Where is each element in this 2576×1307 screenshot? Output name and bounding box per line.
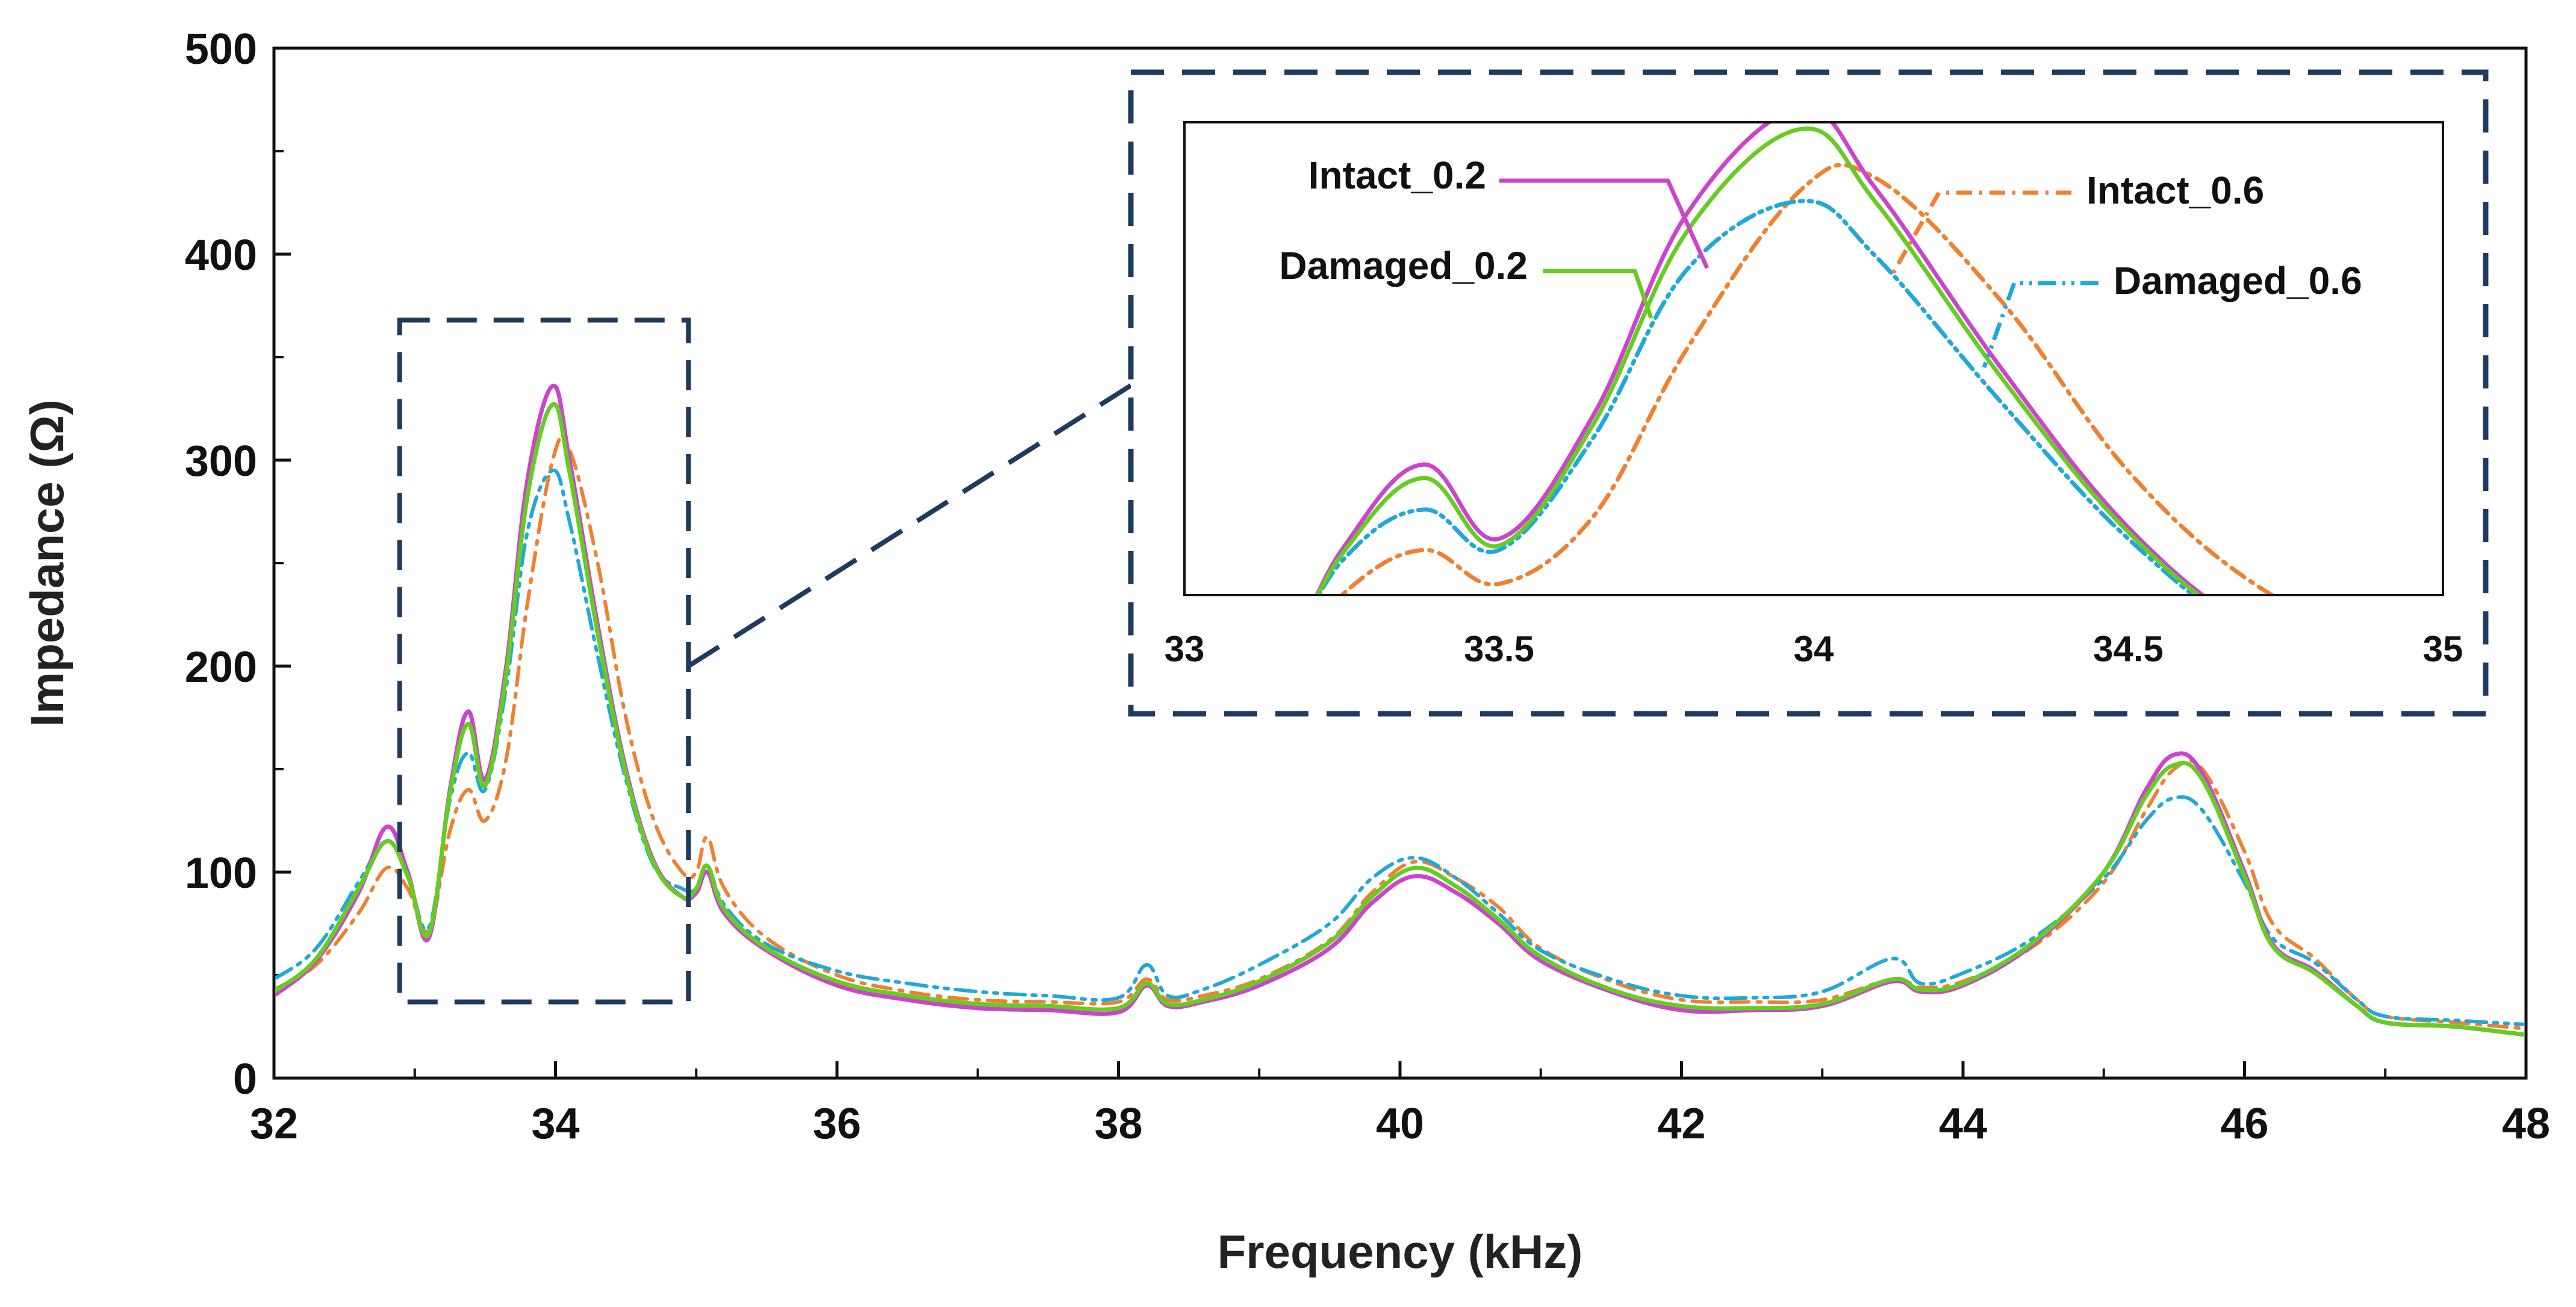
inset-x-tick-label: 33 [1165,629,1205,669]
series-line-intact-0-6 [275,435,2525,1031]
x-axis-title: Frequency (kHz) [1218,1225,1583,1278]
legend-swatch-intact-0-6 [1888,190,2071,278]
y-axis-ticks [274,46,291,1080]
x-tick-label: 42 [1657,1100,1705,1148]
legend-label-damaged-0-6: Damaged_0.6 [2114,259,2362,302]
inset-x-tick-label: 33.5 [1464,629,1534,669]
y-tick-label: 100 [185,849,257,897]
legend-swatch-intact-0-2 [1499,178,1710,269]
y-tick-label: 300 [185,437,257,485]
inset-x-tick-label: 35 [2423,629,2463,669]
y-tick-label: 0 [233,1055,257,1103]
x-tick-label: 32 [250,1100,298,1148]
legend-label-intact-0-2: Intact_0.2 [1308,154,1486,197]
main-series-group [275,384,2525,1037]
series-line-damaged-0-2 [275,402,2525,1037]
inset-x-tick-label: 34 [1794,629,1834,669]
inset-series-line-damaged-0-2 [1316,126,2201,594]
x-tick-label: 46 [2220,1100,2268,1148]
inset-series-line-intact-0-2 [1315,123,2204,594]
legend-label-damaged-0-2: Damaged_0.2 [1279,244,1528,287]
legend-swatch-damaged-0-2 [1543,269,1654,319]
legend-swatch-damaged-0-6 [1982,281,2098,369]
inset-legend: Intact_0.2 Damaged_0.2 Intact_0.6 Damaged_0… [1279,154,2362,369]
inset-x-tick-label: 34.5 [2093,629,2164,669]
y-tick-label: 200 [185,643,257,691]
zoom-region-box [397,317,691,1005]
x-tick-label: 36 [813,1100,861,1148]
inset-x-axis-tick-labels: 33 33.5 34 34.5 35 [1165,629,2463,669]
zoom-indicator [397,317,1133,1005]
y-tick-label: 400 [185,231,257,279]
x-tick-label: 40 [1376,1100,1424,1148]
inset-series-line-damaged-0-6 [1317,199,2195,594]
x-tick-label: 34 [531,1100,579,1148]
inset-series-line-intact-0-6 [1340,163,2274,594]
x-tick-label: 48 [2502,1100,2550,1148]
series-line-damaged-0-6 [275,469,2525,1026]
y-tick-label: 500 [185,25,257,73]
zoom-connector-line [687,383,1133,669]
y-axis-tick-labels: 0 100 200 300 400 500 [185,25,257,1103]
y-axis-title: Impedance (Ω) [20,399,73,727]
x-tick-label: 44 [1939,1100,1987,1148]
x-axis-ticks [272,1061,2528,1078]
x-axis-tick-labels: 32 34 36 38 40 42 44 46 48 [250,1100,2550,1148]
legend-label-intact-0-6: Intact_0.6 [2086,169,2264,212]
inset-series-group [1315,123,2274,594]
x-tick-label: 38 [1094,1100,1142,1148]
